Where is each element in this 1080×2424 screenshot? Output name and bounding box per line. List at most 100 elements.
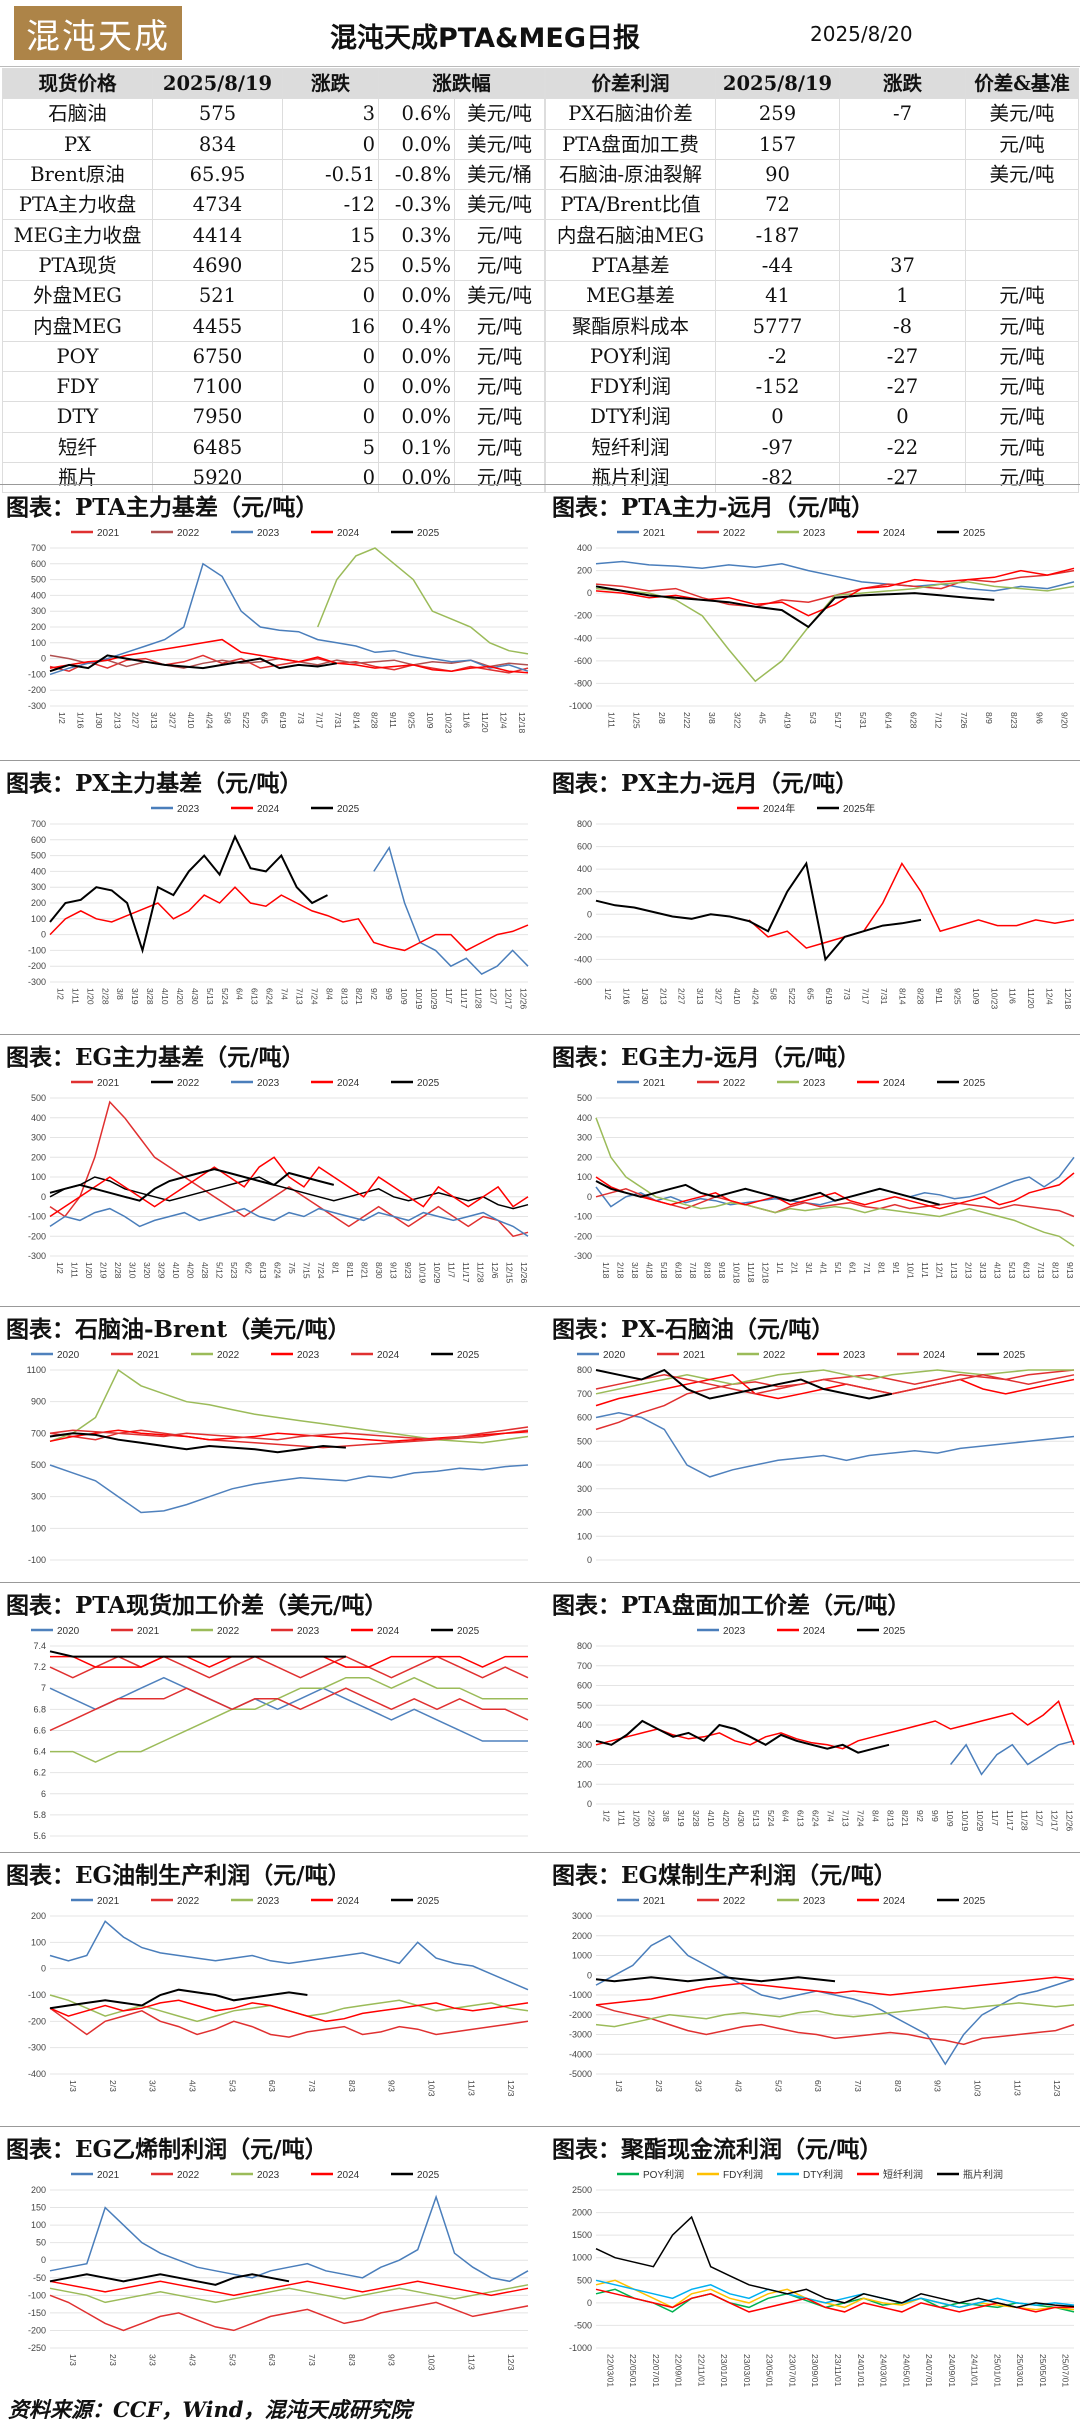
table-row: PTA/Brent比值 72 [545, 189, 1079, 221]
y-tick-label: 6 [41, 1789, 46, 1799]
price-table: 现货价格 2025/8/19 涨跌 涨跌幅 石脑油 575 3 0.6% 美元/吨 PX 834 0 0… [2, 67, 546, 494]
x-tick-label: 12/4 [1044, 988, 1054, 1005]
legend-item: 短纤利润 [857, 2168, 923, 2181]
x-tick-label: 1/11 [70, 988, 80, 1004]
table-cell: POY利润 [545, 340, 716, 372]
legend-label: 2025 [963, 1078, 986, 1089]
table-cell: 65.95 [152, 158, 283, 191]
x-tick-label: 3/8 [661, 1810, 671, 1822]
x-tick-label: 4/20 [175, 988, 185, 1005]
table-cell: 聚酯原料成本 [545, 310, 716, 342]
table-row: DTY利润 0 0 元/吨 [545, 401, 1079, 433]
y-tick-label: 400 [31, 866, 46, 876]
x-tick-label: 3/3 [694, 2080, 704, 2092]
x-tick-label: 11/18 [746, 1262, 756, 1283]
table-header-cell: 2025/8/19 [152, 67, 283, 100]
table-cell: DTY [2, 401, 153, 433]
y-tick-label: 3000 [572, 1911, 592, 1921]
table-cell: -0.8% [378, 158, 455, 191]
line-chart: POY利润 FDY利润 DTY利润 短纤利润 瓶片利润 2500 2000 1500 1000 5… [569, 2168, 1075, 2387]
y-tick-label: 400 [31, 1113, 46, 1123]
table-cell: -187 [715, 219, 840, 251]
table-row: POY 6750 0 0.0% 元/吨 [2, 340, 546, 372]
y-tick-label: 300 [31, 1133, 46, 1143]
table-cell: 5920 [152, 461, 283, 494]
series-line-2024年 [748, 862, 1075, 949]
x-tick-label: 11/17 [461, 1262, 471, 1283]
table-cell: -2 [715, 340, 840, 372]
table-cell: Brent原油 [2, 158, 153, 191]
legend-item: 2023 [231, 528, 280, 539]
legend-item: 2025 [391, 1078, 440, 1089]
table-cell: 元/吨 [965, 280, 1079, 312]
x-tick-label: 1/1 [775, 1262, 785, 1274]
legend-item: 2022 [697, 1078, 746, 1089]
x-tick-label: 12/18 [761, 1262, 771, 1284]
legend-item: 2022 [697, 528, 746, 539]
x-tick-label: 23/05/01 [765, 2354, 775, 2387]
legend-label: 2024 [883, 1896, 906, 1907]
series-line-2024 [595, 1976, 1075, 2006]
y-tick-label: -200 [28, 685, 46, 695]
legend-item: 2025 [391, 528, 440, 539]
x-tick-label: 25/03/01 [1015, 2354, 1025, 2387]
table-cell: -82 [715, 461, 840, 494]
table-cell: 美元/吨 [453, 128, 546, 160]
x-tick-label: 9/3 [387, 2354, 397, 2366]
series-line-2021 [595, 560, 1075, 592]
x-tick-label: 7/3 [307, 2354, 317, 2366]
table-cell: 美元/吨 [965, 158, 1079, 191]
y-tick-label: 100 [31, 914, 46, 924]
series-line-2025 [49, 1432, 346, 1454]
series-line-2024 [49, 886, 529, 952]
x-tick-label: 9/18 [717, 1262, 727, 1279]
y-tick-label: 700 [31, 819, 46, 829]
x-tick-label: 6/5 [805, 988, 815, 1000]
x-tick-label: 4/10 [706, 1810, 716, 1827]
table-row: 内盘MEG 4455 16 0.4% 元/吨 [2, 310, 546, 342]
legend-label: 2022 [177, 1896, 200, 1907]
x-tick-label: 3/8 [707, 712, 717, 724]
table-cell: 0 [839, 401, 966, 433]
table-cell: 37 [839, 249, 966, 282]
x-tick-label: 23/07/01 [787, 2354, 797, 2387]
y-tick-label: 2500 [572, 2185, 592, 2195]
x-tick-label: 10/3 [972, 2080, 982, 2097]
y-tick-label: -800 [574, 678, 592, 688]
y-tick-label: -600 [574, 656, 592, 666]
y-tick-label: 400 [577, 1460, 592, 1470]
x-tick-label: 7/31 [879, 988, 889, 1005]
report-title: 混沌天成PTA&MEG日报 [330, 23, 641, 54]
x-tick-label: 6/2 [244, 1262, 254, 1274]
table-cell: 元/吨 [453, 340, 546, 372]
table-cell: 6750 [152, 340, 283, 372]
x-tick-label: 2/3 [654, 2080, 664, 2092]
line-chart: 2021 2022 2023 2024 2025 200 100 0 -100 -200 -300 -… [28, 1896, 529, 2097]
x-tick-label: 8/14 [897, 988, 907, 1005]
y-tick-label: 500 [577, 1700, 592, 1710]
x-tick-label: 9/3 [933, 2080, 943, 2092]
x-tick-label: 1/16 [622, 988, 632, 1005]
y-tick-label: 200 [577, 1508, 592, 1518]
legend-item: 2024 [897, 1350, 946, 1361]
table-cell: 5 [282, 431, 379, 463]
y-tick-label: 700 [577, 1389, 592, 1399]
table-row: POY利润 -2 -27 元/吨 [545, 340, 1079, 372]
x-tick-label: 6/24 [265, 988, 275, 1005]
x-tick-label: 8/13 [1050, 1262, 1060, 1279]
x-tick-label: 7/12 [934, 712, 944, 729]
x-tick-label: 12/1 [934, 1262, 944, 1279]
table-cell: 25 [282, 249, 379, 282]
legend-label: 2023 [803, 528, 826, 539]
section-divider [0, 1034, 1080, 1035]
series-line-2022 [595, 1188, 1075, 1218]
y-tick-label: -100 [28, 2290, 46, 2300]
x-tick-label: 7/3 [853, 2080, 863, 2092]
x-tick-label: 10/29 [975, 1810, 985, 1832]
table-cell [839, 158, 966, 191]
y-tick-label: -600 [574, 977, 592, 987]
x-tick-label: 4/30 [736, 1810, 746, 1827]
series-line-2025 [49, 654, 337, 673]
x-tick-label: 7/4 [280, 988, 290, 1000]
legend-item: 2022 [191, 1350, 240, 1361]
